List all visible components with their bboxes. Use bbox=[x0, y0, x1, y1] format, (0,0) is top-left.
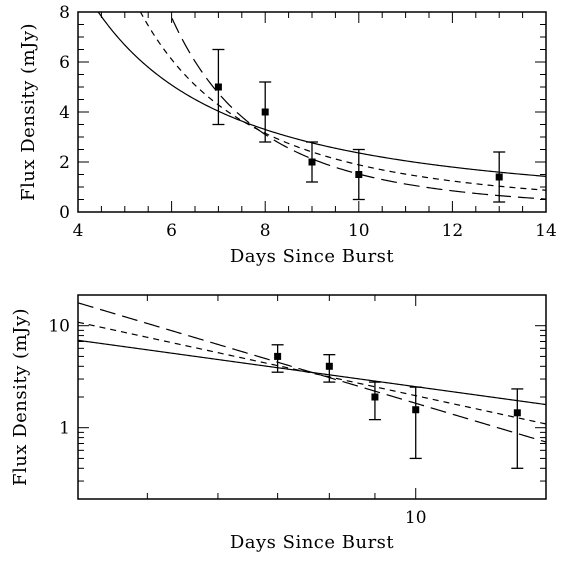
bottom-x-axis-label: Days Since Burst bbox=[230, 532, 395, 553]
y-tick-label: 8 bbox=[59, 3, 70, 23]
bottom-panel-tick-labels: 10 1 10 bbox=[48, 317, 426, 528]
top-x-axis-label: Days Since Burst bbox=[230, 246, 395, 267]
y-tick-label: 4 bbox=[59, 103, 70, 123]
model-curve-short-dash bbox=[139, 12, 546, 191]
data-point bbox=[412, 406, 420, 414]
y-tick-label: 0 bbox=[59, 203, 70, 223]
y-tick-label: 10 bbox=[48, 317, 70, 337]
top-panel: 4 6 8 10 12 14 0 2 4 6 8 Days Since Burst Flux Den… bbox=[18, 3, 557, 267]
bottom-panel: 10 1 10 Days Since Burst Flux Density (mJy… bbox=[10, 294, 547, 553]
bottom-panel-curves bbox=[78, 302, 546, 443]
data-point bbox=[495, 173, 503, 181]
data-point bbox=[308, 158, 316, 166]
x-tick-label: 12 bbox=[442, 221, 464, 241]
data-point bbox=[325, 362, 333, 370]
x-tick-label: 8 bbox=[260, 221, 271, 241]
y-tick-label: 2 bbox=[59, 153, 70, 173]
bottom-panel-frame bbox=[77, 294, 547, 500]
x-tick-label: 10 bbox=[348, 221, 370, 241]
x-tick-label: 4 bbox=[73, 221, 84, 241]
data-point bbox=[371, 393, 379, 401]
bottom-panel-points bbox=[271, 344, 524, 469]
data-point bbox=[214, 83, 222, 91]
bottom-y-axis-label: Flux Density (mJy) bbox=[10, 308, 31, 486]
x-tick-label: 10 bbox=[405, 508, 427, 528]
model-curve-long-dash bbox=[78, 302, 546, 443]
model-curve-short-dash bbox=[78, 321, 546, 425]
data-point bbox=[261, 108, 269, 116]
data-point bbox=[274, 352, 282, 360]
y-tick-label: 1 bbox=[59, 419, 70, 439]
bottom-panel-ticks bbox=[78, 294, 546, 500]
data-point bbox=[355, 171, 363, 178]
x-tick-label: 6 bbox=[166, 221, 177, 241]
top-panel-tick-labels: 4 6 8 10 12 14 0 2 4 6 8 bbox=[59, 3, 557, 241]
x-tick-label: 14 bbox=[535, 221, 557, 241]
data-point bbox=[513, 409, 521, 417]
y-tick-label: 6 bbox=[59, 53, 70, 73]
top-y-axis-label: Flux Density (mJy) bbox=[18, 23, 39, 201]
top-panel-points bbox=[212, 48, 506, 203]
